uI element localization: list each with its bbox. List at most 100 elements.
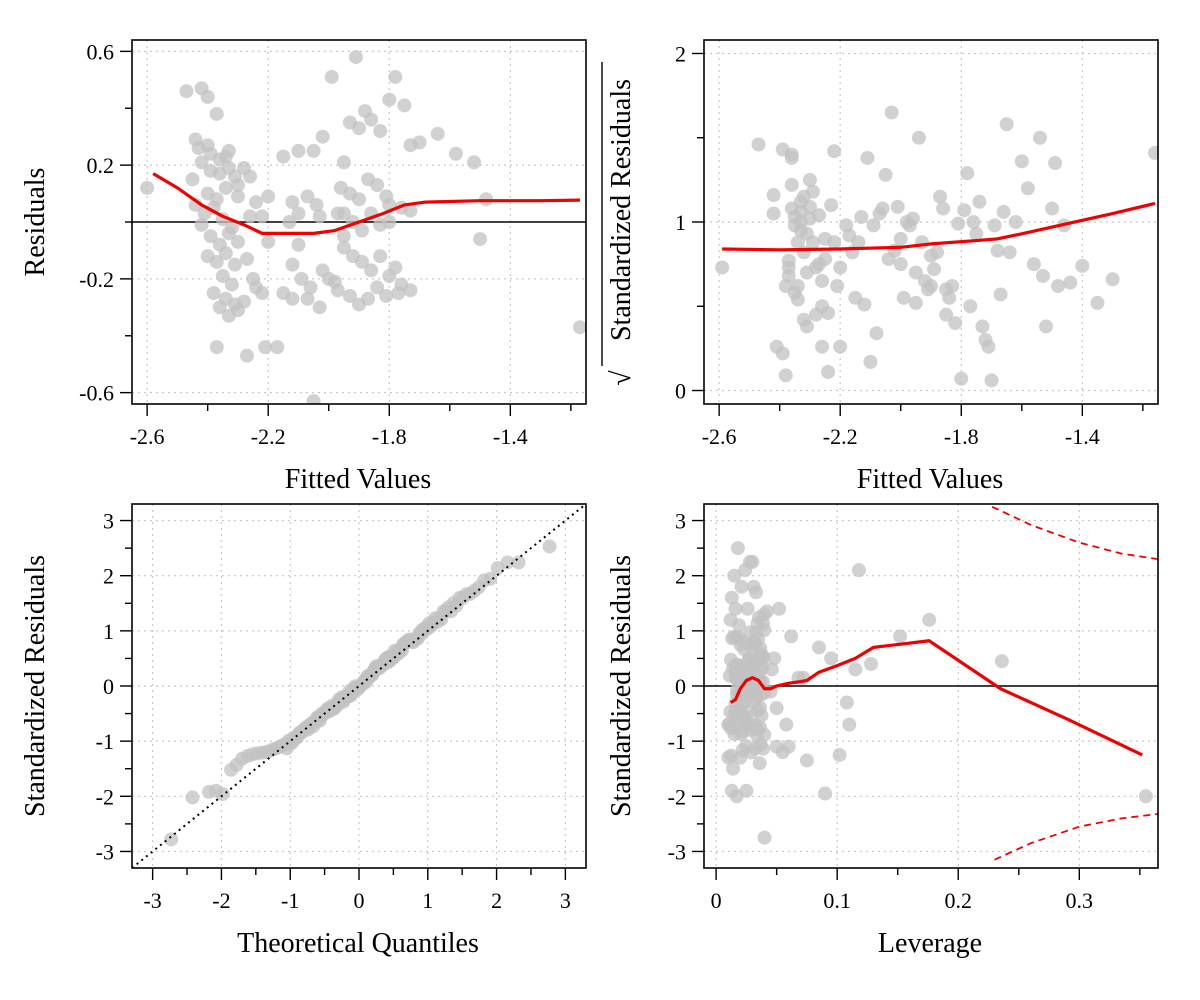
data-point xyxy=(987,218,1002,233)
qq-reference-line xyxy=(132,504,586,868)
data-point xyxy=(750,703,765,718)
data-point xyxy=(799,319,814,334)
data-point xyxy=(854,209,869,224)
data-point xyxy=(721,750,736,765)
scale-location-panel: Fitted Values √ Standardized Residuals -… xyxy=(601,39,1159,495)
residuals-vs-leverage-xlabel: Leverage xyxy=(878,928,982,959)
smooth-line xyxy=(722,201,1156,252)
data-point xyxy=(221,143,236,158)
data-point xyxy=(766,188,781,203)
data-point xyxy=(403,283,418,298)
x-tick-label: -2.2 xyxy=(251,424,286,449)
data-point xyxy=(969,226,984,241)
data-point xyxy=(379,288,394,303)
data-point xyxy=(775,346,790,361)
data-point xyxy=(726,761,741,776)
data-point xyxy=(361,291,376,306)
y-tick-label: 0 xyxy=(675,379,686,404)
data-point xyxy=(1026,257,1041,272)
data-point xyxy=(218,180,233,195)
data-point xyxy=(467,155,482,170)
normal-qq-panel: Theoretical Quantiles Standardized Resid… xyxy=(20,503,587,959)
data-point xyxy=(215,787,230,802)
data-point xyxy=(285,195,300,210)
data-point xyxy=(473,232,488,247)
data-point xyxy=(1138,789,1153,804)
data-point xyxy=(753,646,768,661)
data-point xyxy=(908,265,923,280)
data-point xyxy=(827,144,842,159)
data-point xyxy=(240,251,255,266)
data-point xyxy=(733,750,748,765)
scale-location-xlabel: Fitted Values xyxy=(857,464,1003,495)
data-point xyxy=(412,135,427,150)
data-point xyxy=(875,201,890,216)
data-point xyxy=(1090,295,1105,310)
data-point xyxy=(352,121,366,136)
data-point xyxy=(755,674,770,689)
data-point xyxy=(729,671,744,686)
y-tick-label: -2 xyxy=(96,784,114,809)
data-point xyxy=(734,579,749,594)
data-point xyxy=(179,84,194,99)
data-point xyxy=(966,215,981,229)
data-point xyxy=(930,245,945,260)
x-tick-label: -2.6 xyxy=(130,424,165,449)
y-tick-label: 2 xyxy=(675,564,686,589)
data-point xyxy=(741,651,756,666)
data-point xyxy=(483,571,498,586)
data-point xyxy=(767,651,782,666)
data-point xyxy=(728,601,743,616)
data-point xyxy=(790,292,805,307)
data-point xyxy=(388,69,403,84)
data-point xyxy=(757,830,772,845)
data-point xyxy=(355,223,370,238)
data-point xyxy=(300,291,315,306)
y-tick-label: -3 xyxy=(96,839,114,864)
data-point xyxy=(990,243,1005,258)
data-point xyxy=(282,215,297,229)
data-point xyxy=(832,747,847,762)
data-point xyxy=(1020,181,1035,196)
data-point xyxy=(851,235,866,250)
data-point xyxy=(212,300,227,315)
y-tick-label: 0.2 xyxy=(87,153,115,178)
data-point xyxy=(914,235,929,250)
normal-qq-xlabel: Theoretical Quantiles xyxy=(237,928,479,959)
data-point xyxy=(863,354,878,369)
data-point xyxy=(908,295,923,310)
x-tick-label: 1 xyxy=(422,888,433,913)
data-point xyxy=(227,257,242,272)
data-point xyxy=(255,209,270,224)
data-point xyxy=(779,717,794,732)
data-point xyxy=(355,254,370,269)
data-point xyxy=(291,143,306,158)
data-point xyxy=(981,339,996,354)
y-tick-label: 2 xyxy=(675,41,686,66)
data-point xyxy=(236,294,251,309)
scale-location-ylabel: Standardized Residuals xyxy=(606,79,637,341)
data-point xyxy=(851,563,866,578)
data-point xyxy=(209,106,224,121)
data-point xyxy=(869,326,884,341)
data-point xyxy=(243,169,258,184)
y-tick-label: -2 xyxy=(668,784,686,809)
data-point xyxy=(833,260,848,275)
residuals-vs-fitted-ylabel: Residuals xyxy=(20,168,51,277)
x-tick-label: -1.4 xyxy=(1065,424,1100,449)
data-point xyxy=(285,257,300,272)
data-point xyxy=(942,290,957,305)
cooks-distance-lower-line xyxy=(994,813,1158,861)
x-tick-label: 3 xyxy=(560,888,571,913)
data-point xyxy=(309,197,324,212)
data-point xyxy=(960,166,975,181)
y-tick-label: 3 xyxy=(103,509,114,534)
data-point xyxy=(746,684,761,699)
data-point xyxy=(746,635,761,650)
plot-area xyxy=(704,505,1158,861)
data-point xyxy=(954,371,969,386)
data-point xyxy=(802,172,817,187)
data-point xyxy=(999,117,1014,132)
data-point xyxy=(769,701,784,716)
data-point xyxy=(391,286,406,301)
